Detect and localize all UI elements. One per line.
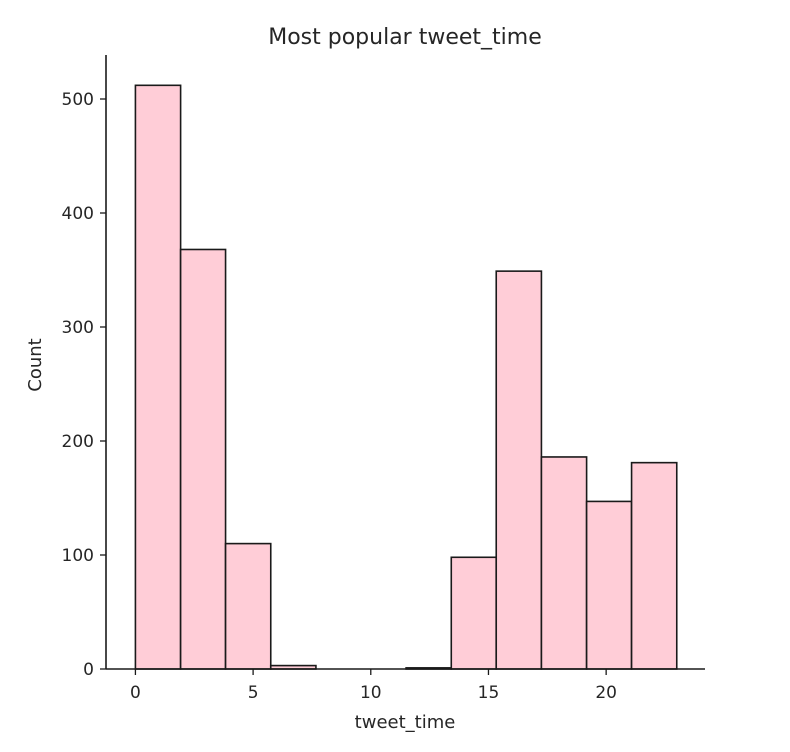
y-tick-label: 100 [62, 546, 94, 566]
histogram-bar [224, 542, 272, 670]
x-tick-label: 20 [595, 683, 617, 703]
x-axis-label: tweet_time [355, 712, 456, 733]
y-tick-label: 200 [62, 432, 94, 452]
y-tick-label: 0 [83, 660, 94, 680]
histogram-bar [585, 500, 633, 670]
x-tick-label: 0 [130, 683, 141, 703]
histogram-bar [134, 84, 182, 670]
y-axis-label: Count [25, 338, 46, 391]
x-ticks-group: 0 5 10 15 20 [130, 669, 617, 703]
histogram-bar [495, 270, 543, 670]
x-tick-label: 15 [478, 683, 500, 703]
x-tick-label: 10 [360, 683, 382, 703]
x-tick-label: 5 [248, 683, 259, 703]
bars-group [134, 84, 678, 670]
histogram-bar [450, 556, 498, 670]
y-ticks-group: 0 100 200 300 400 500 [62, 90, 106, 680]
y-tick-label: 500 [62, 90, 94, 110]
chart-title: Most popular tweet_time [268, 25, 542, 50]
y-tick-label: 300 [62, 318, 94, 338]
y-tick-label: 400 [62, 204, 94, 224]
histogram-bar [630, 461, 678, 670]
histogram-bar [179, 248, 227, 670]
histogram-bar [540, 456, 588, 670]
